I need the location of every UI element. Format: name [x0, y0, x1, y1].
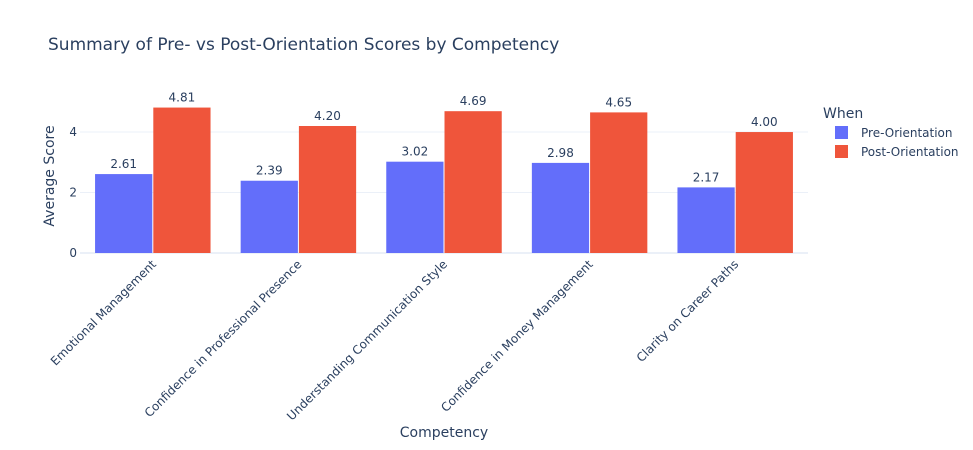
bar-pre[interactable] — [677, 187, 735, 253]
x-tick-label: Understanding Communication Style — [284, 257, 450, 423]
legend: When Pre-Orientation Post-Orientation — [823, 106, 959, 159]
legend-title: When — [823, 106, 863, 122]
y-axis-ticks: 0 2 4 — [69, 125, 77, 260]
bar-value-label: 4.00 — [751, 115, 778, 129]
bar-post[interactable] — [153, 107, 211, 253]
y-tick-label: 2 — [69, 186, 77, 200]
legend-label-pre: Pre-Orientation — [861, 126, 953, 140]
legend-item-post[interactable]: Post-Orientation — [835, 145, 959, 159]
bar-value-label: 4.20 — [314, 109, 341, 123]
bar-value-label: 3.02 — [402, 145, 429, 159]
bar-value-label: 2.98 — [547, 146, 574, 160]
bar-value-label: 2.39 — [256, 164, 283, 178]
chart-title: Summary of Pre- vs Post-Orientation Scor… — [48, 35, 559, 55]
legend-swatch-pre — [835, 126, 848, 139]
bar-pre[interactable] — [240, 180, 298, 253]
bar-value-label: 4.81 — [169, 91, 196, 105]
x-tick-label: Clarity on Career Paths — [634, 257, 742, 365]
y-tick-label: 0 — [69, 246, 77, 260]
bar-value-label: 2.17 — [693, 170, 720, 184]
y-axis-title: Average Score — [42, 125, 58, 226]
bar-post[interactable] — [298, 126, 357, 253]
legend-label-post: Post-Orientation — [861, 145, 959, 159]
bar-post[interactable] — [444, 111, 502, 253]
legend-swatch-post — [835, 145, 848, 158]
x-tick-label: Confidence in Professional Presence — [142, 257, 305, 420]
x-tick-label: Confidence in Money Management — [438, 257, 596, 415]
bar-value-label: 4.69 — [460, 94, 487, 108]
bar-post[interactable] — [590, 112, 648, 253]
bar-pre[interactable] — [386, 161, 444, 253]
bar-pre[interactable] — [531, 162, 590, 253]
bar-value-label: 4.65 — [605, 95, 632, 109]
bars — [95, 107, 793, 253]
x-tick-label: Emotional Management — [48, 257, 159, 368]
bar-value-labels: 2.61 2.39 3.02 2.98 2.17 4.81 4.20 4.69 4.65 4.00 — [110, 91, 777, 185]
bar-post[interactable] — [735, 132, 793, 253]
legend-item-pre[interactable]: Pre-Orientation — [835, 126, 953, 140]
bar-pre[interactable] — [95, 174, 153, 253]
x-axis-title: Competency — [400, 425, 488, 441]
bar-value-label: 2.61 — [110, 157, 137, 171]
y-tick-label: 4 — [69, 125, 77, 139]
